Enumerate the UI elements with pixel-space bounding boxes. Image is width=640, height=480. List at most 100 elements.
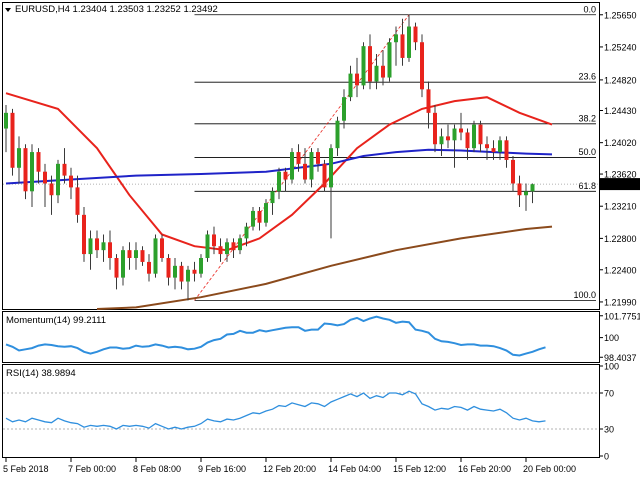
candle: [407, 14, 411, 62]
candle: [517, 175, 522, 207]
price-axis-label: 1.23620: [604, 170, 637, 180]
candle-body: [43, 171, 47, 184]
candle: [478, 120, 483, 153]
candle-body: [244, 226, 249, 239]
candle: [316, 148, 320, 172]
momentum-plot[interactable]: 101.7751 100 98.4037: [5, 311, 640, 363]
candle: [277, 167, 281, 200]
candle-body: [225, 242, 229, 255]
candle: [322, 159, 327, 192]
candle: [153, 234, 158, 278]
rsi-header: RSI(14) 38.9894: [6, 368, 76, 379]
candle: [270, 187, 275, 215]
candle: [374, 54, 379, 90]
candle-body: [173, 265, 177, 278]
candle: [43, 163, 47, 207]
candle-body: [426, 89, 431, 113]
candle-body: [491, 148, 496, 153]
rsi-plot[interactable]: 100 70 30 0: [3, 362, 619, 462]
candle: [205, 230, 210, 262]
candle-body: [10, 112, 15, 168]
candle-body: [23, 148, 28, 192]
candle-body: [62, 163, 67, 176]
candle-body: [160, 238, 164, 258]
candle-body: [231, 242, 236, 251]
candle: [88, 230, 93, 270]
candle-body: [36, 152, 41, 172]
candle-body: [413, 26, 418, 43]
candle-body: [199, 258, 203, 274]
candle: [290, 148, 294, 184]
symbol-dropdown-icon[interactable]: [5, 8, 11, 12]
candle: [17, 136, 21, 184]
candle-body: [134, 250, 138, 258]
candle-body: [114, 258, 119, 278]
candle: [348, 65, 353, 102]
fib-level-label: 61.8: [578, 181, 596, 191]
candle-body: [342, 97, 346, 121]
candle-body: [212, 234, 216, 247]
candle-body: [283, 171, 288, 180]
candle-body: [433, 112, 437, 145]
candle-body: [355, 73, 359, 86]
candle-body: [296, 152, 301, 164]
price-axis: 1.25650 1.25240 1.24820 1.24430 1.24020 1.236…: [599, 10, 640, 307]
candle-body: [322, 163, 327, 188]
rsi-axis-label: 30: [604, 425, 614, 435]
candle: [238, 234, 242, 255]
candle: [342, 89, 346, 129]
moving-average-line: [5, 92, 553, 252]
candle-body: [530, 184, 535, 192]
candle: [140, 246, 145, 266]
price-axis-label: 1.22800: [604, 234, 637, 244]
candle-body: [465, 132, 470, 149]
candle: [231, 238, 236, 258]
fib-level-label: 23.6: [578, 72, 596, 82]
candle-body: [381, 65, 385, 78]
candle: [108, 230, 112, 270]
momentum-header: Momentum(14) 99.2111: [6, 315, 106, 326]
candle: [121, 246, 125, 286]
rsi-axis-label: 100: [604, 362, 619, 372]
candle-body: [290, 152, 294, 180]
candle: [361, 42, 366, 90]
candle-body: [257, 210, 262, 223]
price-axis-label: 1.24820: [604, 75, 637, 85]
candle-body: [420, 42, 424, 90]
candle-body: [179, 265, 184, 282]
candle-body: [407, 26, 411, 58]
time-axis-label: 16 Feb 20:00: [458, 464, 511, 474]
rsi-axis-label: 0: [604, 452, 609, 462]
candle-body: [101, 242, 106, 251]
candle: [381, 50, 385, 86]
candle-body: [517, 183, 522, 196]
price-plot[interactable]: 0.0 23.6 38.2 50.0 61.8 100.0: [3, 4, 599, 310]
candle: [329, 144, 333, 239]
candle: [166, 254, 171, 286]
candle: [186, 265, 190, 301]
candle-body: [264, 203, 268, 223]
candle: [56, 159, 60, 204]
candle-body: [472, 124, 476, 149]
candle-body: [251, 210, 255, 227]
candle: [283, 167, 288, 192]
candle-body: [108, 242, 112, 258]
candle: [413, 22, 418, 51]
candle-body: [387, 42, 392, 78]
candle: [192, 261, 197, 282]
candle: [368, 34, 372, 90]
momentum-axis-label: 100: [604, 333, 619, 343]
candle-body: [218, 246, 223, 255]
candle: [75, 175, 80, 223]
candle: [426, 81, 431, 129]
last-price-tag: [600, 178, 640, 191]
candle: [95, 230, 99, 258]
candle: [101, 234, 106, 262]
candle-body: [153, 238, 158, 274]
candle-body: [511, 159, 515, 184]
candle: [127, 242, 132, 270]
candle: [309, 148, 314, 188]
fib-trend-line: [194, 14, 410, 301]
candle-body: [309, 152, 314, 180]
